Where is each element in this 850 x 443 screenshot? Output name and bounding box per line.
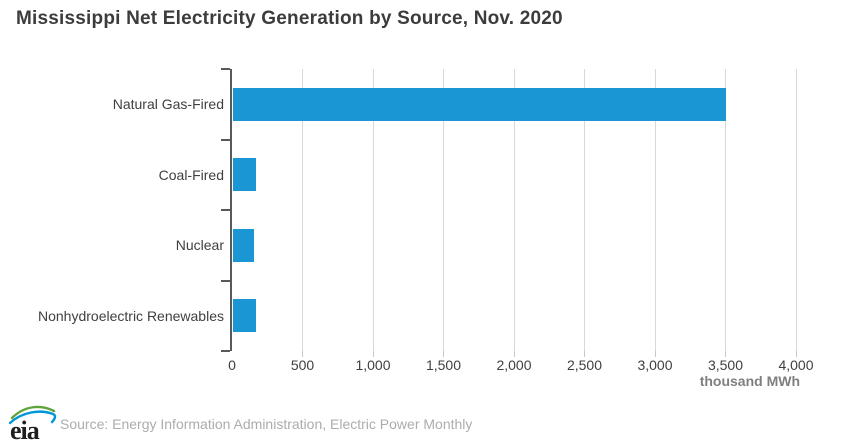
gridline	[795, 69, 797, 351]
bar-coal-fired	[233, 158, 256, 192]
eia-logo-blue-swoosh	[8, 410, 57, 425]
x-tick-label: 1,500	[425, 357, 462, 373]
gridline	[725, 69, 726, 351]
x-tick-label: 0	[228, 357, 236, 373]
category-label: Coal-Fired	[158, 166, 224, 183]
eia-logo-text: eia	[10, 416, 40, 443]
x-tick-label: 500	[290, 357, 315, 373]
gridline	[443, 69, 444, 351]
x-axis-tick	[443, 351, 444, 357]
gridline	[372, 69, 374, 351]
chart-title: Mississippi Net Electricity Generation b…	[16, 8, 563, 29]
bar-nonhydroelectric-renewables	[233, 299, 256, 333]
x-axis-tick	[795, 351, 797, 357]
x-axis-unit-label: thousand MWh	[699, 373, 800, 389]
gridline	[513, 69, 515, 351]
eia-logo-green-swoosh	[10, 405, 56, 420]
x-tick-label: 4,000	[778, 357, 814, 373]
gridline	[302, 69, 303, 351]
x-axis-tick	[654, 351, 656, 357]
x-axis-tick	[372, 351, 374, 357]
bar-nuclear	[233, 228, 254, 262]
x-tick-label: 1,000	[355, 357, 391, 373]
x-tick-label: 2,000	[496, 357, 532, 373]
x-axis-tick	[302, 351, 303, 357]
eia-logo: eia	[8, 405, 57, 443]
y-axis-tick	[221, 279, 230, 282]
source-attribution: Source: Energy Information Administratio…	[60, 416, 473, 432]
x-axis-tick	[725, 351, 726, 357]
category-label: Nuclear	[175, 237, 224, 254]
category-label: Nonhydroelectric Renewables	[38, 307, 224, 324]
x-axis-tick	[513, 351, 515, 357]
bar-natural-gas-fired	[233, 87, 726, 121]
gridline	[584, 69, 585, 351]
x-tick-label: 2,500	[566, 357, 603, 373]
y-axis-tick	[221, 209, 230, 211]
y-axis-line	[230, 69, 232, 351]
x-tick-label: 3,000	[637, 357, 673, 373]
y-axis-tick	[221, 350, 230, 352]
y-axis-tick	[221, 68, 230, 70]
category-label: Natural Gas-Fired	[112, 96, 224, 113]
x-tick-label: 3,500	[707, 357, 744, 373]
y-axis-tick	[221, 138, 230, 141]
x-axis-tick	[584, 351, 585, 357]
gridline	[654, 69, 656, 351]
